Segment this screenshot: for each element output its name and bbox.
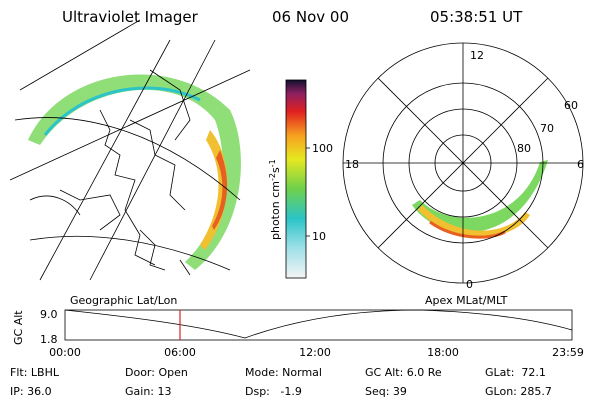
info-field: IP: 36.0	[10, 385, 52, 398]
info-field: Dsp: -1.9	[245, 385, 302, 398]
info-field: Seq: 39	[365, 385, 407, 398]
colorbar-label: 10	[312, 230, 326, 243]
altitude-curve	[64, 309, 573, 339]
polar-plot	[342, 42, 584, 284]
info-field: Door: Open	[125, 366, 188, 379]
info-field: Mode: Normal	[245, 366, 322, 379]
mlt-label: 6	[577, 158, 584, 171]
y-label: 9.0	[40, 308, 58, 321]
time-label: 00:00	[49, 346, 81, 359]
date: 06 Nov 00	[272, 8, 349, 26]
mlt-label: 12	[470, 49, 484, 62]
unit-mid: s	[269, 167, 282, 173]
info-field: GLat: 72.1	[485, 366, 546, 379]
mlat-label: 80	[517, 142, 531, 155]
colorbar-unit: photon cm-2s-1	[268, 159, 282, 240]
mlt-label: 0	[466, 278, 473, 291]
unit-exp: -1	[268, 159, 277, 167]
unit-exp: -2	[268, 173, 277, 181]
altitude-frame	[64, 309, 573, 341]
info-field: Gain: 13	[125, 385, 172, 398]
time-label: 06:00	[164, 346, 196, 359]
time: 05:38:51 UT	[430, 8, 523, 26]
title: Ultraviolet Imager	[62, 8, 199, 26]
info-field: GC Alt: 6.0 Re	[365, 366, 442, 379]
mlat-label: 70	[540, 122, 554, 135]
colorbar-label: 100	[312, 142, 333, 155]
unit-base: photon cm	[269, 181, 282, 240]
time-label: 12:00	[299, 346, 331, 359]
y-label: 1.8	[40, 333, 58, 346]
time-label: 18:00	[427, 346, 459, 359]
geographic-image	[9, 19, 251, 281]
time-label: 23:59	[552, 346, 584, 359]
mlt-label: 18	[345, 158, 359, 171]
info-panel: Flt: LBHL Door: Open Mode: Normal GC Alt: 6…	[10, 366, 552, 398]
mlat-label: 60	[564, 99, 578, 112]
info-field: GLon: 285.7	[485, 385, 552, 398]
plot-title: Geographic Lat/Lon	[70, 294, 177, 307]
info-field: Flt: LBHL	[10, 366, 60, 379]
plot-title: Apex MLat/MLT	[425, 294, 508, 307]
colorbar	[285, 79, 307, 279]
time-labels: 00:00 06:00 12:00 18:00 23:59	[49, 346, 584, 359]
axis-label: GC Alt	[12, 310, 25, 345]
